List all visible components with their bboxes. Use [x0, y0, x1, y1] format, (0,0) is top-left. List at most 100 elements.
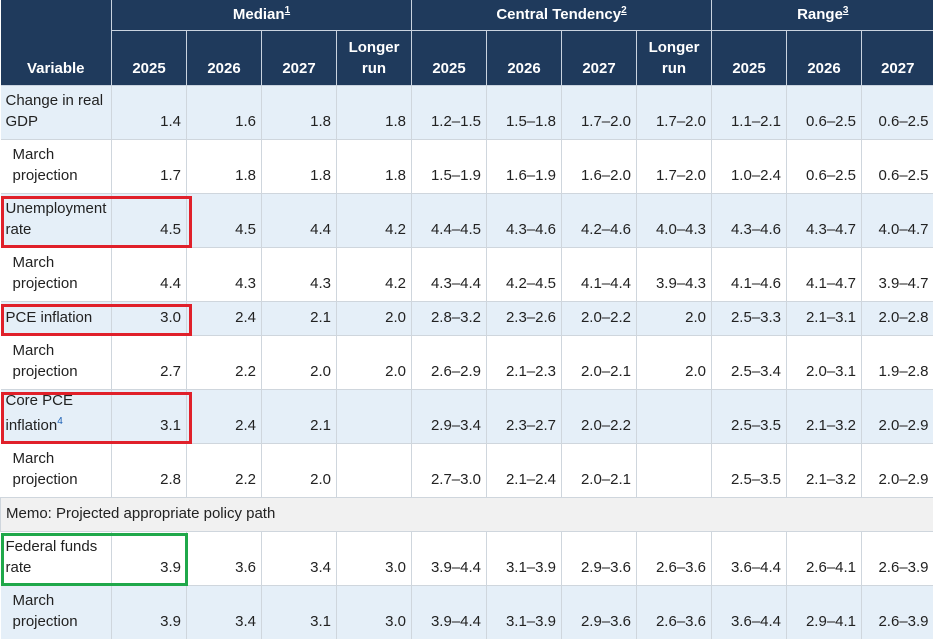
value-cell: 3.9 — [111, 585, 187, 639]
value-cell: 2.6–3.6 — [635, 585, 712, 639]
value-cell: 2.9–3.6 — [561, 531, 637, 586]
data-row: PCE inflation 3.0 2.4 2.1 2.0 2.8–3.2 2.3–2.6 2… — [0, 301, 933, 336]
value-cell: 2.0 — [635, 335, 712, 390]
data-row: March projection 2.8 2.2 2.0 2.7–3.0 2.1–2.4 2… — [0, 443, 933, 498]
header-row: Variable Median1 Central Tendency2 Range3 — [0, 0, 933, 86]
value-cell: 1.8 — [186, 139, 262, 194]
row-label-text: March projection — [12, 450, 78, 488]
value-cell: 2.1 — [261, 301, 337, 336]
column-header: 2025 — [411, 30, 487, 86]
column-label: 2027 — [582, 60, 616, 77]
value-cell: 3.9–4.4 — [411, 531, 487, 586]
value-cell: 2.3–2.6 — [486, 301, 562, 336]
value-cell: 4.3 — [261, 247, 337, 302]
value-cell: 3.1 — [261, 585, 337, 639]
value-cell: 4.3–4.7 — [786, 193, 862, 248]
value-cell: 2.6–4.1 — [786, 531, 862, 586]
value-cell: 4.5 — [186, 193, 262, 248]
column-header: Longer run — [635, 30, 712, 86]
data-row: Core PCE inflation4 3.1 2.4 2.1 2.9–3.4 2.3–2… — [0, 389, 933, 444]
value-cell: 3.1–3.9 — [486, 531, 562, 586]
group-header: Central Tendency2 — [410, 0, 712, 31]
data-row: Unemployment rate 4.5 4.5 4.4 4.2 4.4–4.5 4.3–… — [0, 193, 933, 248]
value-cell: 2.5–3.4 — [711, 335, 787, 390]
header-cell: Variable — [0, 0, 112, 86]
column-label: Longer run — [348, 39, 400, 77]
value-cell: 2.5–3.5 — [711, 443, 787, 498]
value-cell: 3.4 — [186, 585, 262, 639]
data-row: Federal funds rate 3.9 3.6 3.4 3.0 3.9–4.4 3.1… — [0, 531, 933, 586]
row-label: Core PCE inflation4 — [0, 389, 112, 444]
column-header: 2026 — [486, 30, 562, 86]
highlight-box — [1, 392, 192, 444]
value-cell: 2.0 — [261, 335, 337, 390]
value-cell: 2.0 — [261, 443, 337, 498]
value-cell: 3.9–4.4 — [411, 585, 487, 639]
table-body: Change in real GDP 1.4 1.6 1.8 1.8 1.2–1.5 1.5… — [0, 85, 933, 639]
value-cell: 3.4 — [261, 531, 337, 586]
column-header: 2026 — [186, 30, 262, 86]
row-label-text: March projection — [12, 146, 78, 184]
row-label: March projection — [0, 443, 112, 498]
value-cell: 0.6–2.5 — [861, 139, 933, 194]
footnote-link[interactable]: 3 — [842, 5, 849, 16]
row-label-text: Unemployment rate — [5, 200, 107, 238]
value-cell: 1.6 — [186, 85, 262, 140]
value-cell: 2.9–3.4 — [411, 389, 487, 444]
value-cell: 2.6–2.9 — [411, 335, 487, 390]
value-cell: 4.3–4.4 — [411, 247, 487, 302]
value-cell: 4.4–4.5 — [411, 193, 487, 248]
value-cell: 2.1–3.1 — [786, 301, 862, 336]
data-row: March projection 2.7 2.2 2.0 2.0 2.6–2.9 2.1–2… — [0, 335, 933, 390]
row-label-text: PCE inflation — [5, 309, 93, 326]
table-header: Variable Median1 Central Tendency2 Range3 20… — [0, 0, 933, 86]
value-cell — [635, 443, 712, 498]
value-cell: 2.1 — [261, 389, 337, 444]
value-cell: 2.0–2.8 — [861, 301, 933, 336]
value-cell: 2.4 — [186, 301, 262, 336]
value-cell: 4.0–4.7 — [861, 193, 933, 248]
group-header: Range3 — [711, 0, 933, 31]
value-cell: 1.7 — [111, 139, 187, 194]
value-cell: 1.6–2.0 — [561, 139, 637, 194]
value-cell: 4.1–4.7 — [786, 247, 862, 302]
group-label: Range — [797, 6, 843, 23]
value-cell: 3.6–4.4 — [711, 585, 787, 639]
value-cell: 2.0–2.2 — [561, 301, 637, 336]
value-cell: 1.5–1.8 — [486, 85, 562, 140]
value-cell: 2.6–3.9 — [861, 531, 933, 586]
value-cell: 4.2 — [336, 247, 412, 302]
value-cell: 2.0–2.1 — [561, 443, 637, 498]
value-cell: 2.2 — [186, 335, 262, 390]
row-label-text: March projection — [12, 592, 78, 630]
footnote-link[interactable]: 4 — [57, 416, 63, 427]
value-cell: 3.9–4.3 — [635, 247, 712, 302]
value-cell: 2.7 — [111, 335, 187, 390]
value-cell: 2.5–3.5 — [711, 389, 787, 444]
value-cell: 0.6–2.5 — [786, 139, 862, 194]
value-cell: 3.9–4.7 — [861, 247, 933, 302]
value-cell: 1.5–1.9 — [411, 139, 487, 194]
row-label: PCE inflation — [0, 301, 112, 336]
value-cell — [635, 389, 712, 444]
value-cell: 2.0 — [336, 335, 412, 390]
value-cell: 1.8 — [261, 85, 337, 140]
value-cell: 1.2–1.5 — [411, 85, 487, 140]
value-cell: 3.1 — [111, 389, 187, 444]
footnote-link[interactable]: 1 — [284, 5, 291, 16]
footnote-link[interactable]: 2 — [621, 5, 627, 16]
value-cell: 2.1–2.4 — [486, 443, 562, 498]
header-row: 2025 2026 2027 Longer run 2025 2026 2027 Longer… — [1, 30, 933, 86]
value-cell: 4.2–4.5 — [486, 247, 562, 302]
data-row: Change in real GDP 1.4 1.6 1.8 1.8 1.2–1.5 1.5… — [0, 85, 933, 140]
value-cell: 3.9 — [111, 531, 187, 586]
value-cell: 1.9–2.8 — [861, 335, 933, 390]
value-cell: 2.0–2.1 — [561, 335, 637, 390]
value-cell: 2.0–3.1 — [786, 335, 862, 390]
value-cell: 2.8–3.2 — [411, 301, 487, 336]
column-label: 2025 — [432, 60, 466, 77]
column-header: Longer run — [336, 30, 412, 86]
value-cell: 4.0–4.3 — [635, 193, 712, 248]
